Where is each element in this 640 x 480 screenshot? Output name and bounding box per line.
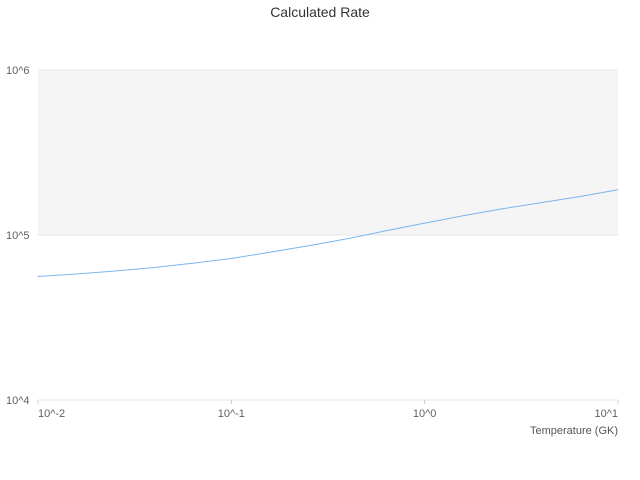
x-tick-label: 10^0 [413,408,437,420]
shaded-band [38,70,618,235]
y-tick-label: 10^6 [6,65,30,77]
x-axis-title: Temperature (GK) [529,425,618,437]
chart-title: Calculated Rate [270,4,370,20]
y-tick-label: 10^4 [6,395,30,407]
rate-line [37,189,619,277]
y-tick-label: 10^5 [6,230,30,242]
x-tick-label: 10^-1 [218,408,245,420]
x-tick-label: 10^-2 [38,408,65,420]
x-tick-label: 10^1 [594,408,618,420]
